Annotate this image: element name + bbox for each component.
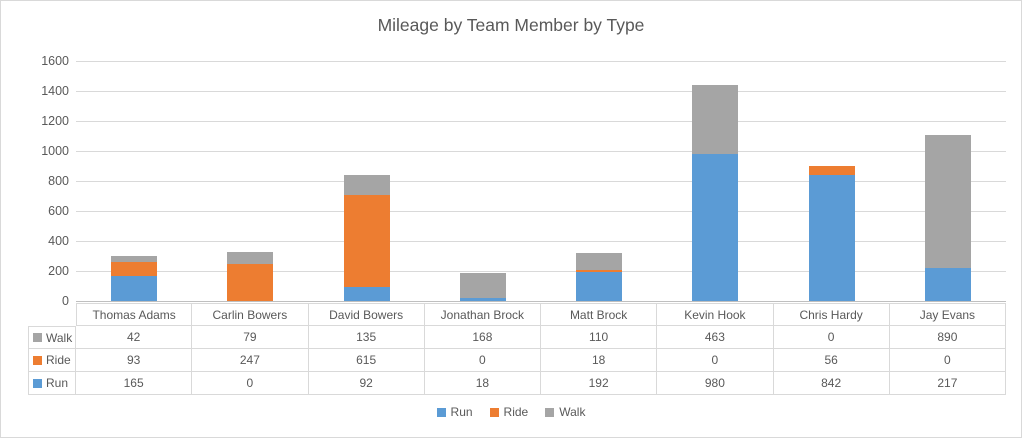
gridline — [76, 241, 1006, 242]
y-tick-label: 400 — [48, 234, 69, 248]
walk-legend-swatch-icon — [545, 407, 555, 417]
table-value-ride-david-bowers: 615 — [308, 349, 425, 372]
table-value-ride-matt-brock: 18 — [541, 349, 658, 372]
bar-segment-ride-carlin-bowers[interactable] — [227, 263, 274, 301]
gridline — [76, 121, 1006, 122]
y-tick-label: 600 — [48, 204, 69, 218]
table-value-run-carlin-bowers: 0 — [192, 372, 309, 395]
bar-segment-walk-jonathan-brock[interactable] — [459, 273, 506, 299]
legend-label: Ride — [503, 405, 529, 419]
table-value-walk-jay-evans: 890 — [889, 326, 1006, 349]
series-row-label: Walk — [46, 330, 73, 345]
category-label-thomas-adams: Thomas Adams — [76, 303, 193, 326]
legend-item-run[interactable]: Run — [436, 405, 473, 419]
legend-item-ride[interactable]: Ride — [489, 405, 529, 419]
category-label-chris-hardy: Chris Hardy — [773, 303, 890, 326]
bar-segment-run-jay-evans[interactable] — [924, 268, 971, 301]
bar-segment-run-thomas-adams[interactable] — [111, 276, 158, 301]
table-value-ride-kevin-hook: 0 — [657, 349, 774, 372]
bar-segment-walk-carlin-bowers[interactable] — [227, 252, 274, 264]
y-tick-label: 0 — [62, 294, 69, 308]
bar-segment-ride-matt-brock[interactable] — [576, 269, 623, 273]
table-corner-cell — [28, 303, 76, 326]
series-row-label: Ride — [46, 353, 71, 367]
ride-series-swatch-icon — [33, 355, 42, 365]
gridline — [76, 91, 1006, 92]
series-row-label: Run — [46, 376, 69, 390]
category-label-kevin-hook: Kevin Hook — [657, 303, 774, 326]
bar-segment-run-kevin-hook[interactable] — [692, 154, 739, 301]
table-value-ride-chris-hardy: 56 — [773, 349, 890, 372]
table-value-run-david-bowers: 92 — [308, 372, 425, 395]
table-key-cell-ride: Ride — [28, 349, 76, 372]
bar-segment-walk-kevin-hook[interactable] — [692, 84, 739, 154]
gridline — [76, 181, 1006, 182]
table-value-ride-carlin-bowers: 247 — [192, 349, 309, 372]
table-value-ride-jay-evans: 0 — [889, 349, 1006, 372]
y-tick-label: 1200 — [41, 114, 69, 128]
table-value-walk-matt-brock: 110 — [541, 326, 658, 349]
table-value-walk-kevin-hook: 463 — [657, 326, 774, 349]
bar-segment-ride-david-bowers[interactable] — [343, 194, 390, 288]
gridline — [76, 271, 1006, 272]
bar-segment-walk-david-bowers[interactable] — [343, 174, 390, 195]
table-key-cell-walk: Walk — [28, 326, 76, 349]
y-tick-label: 1600 — [41, 54, 69, 68]
table-value-walk-chris-hardy: 0 — [773, 326, 890, 349]
gridline — [76, 61, 1006, 62]
bar-segment-run-matt-brock[interactable] — [576, 272, 623, 301]
ride-legend-swatch-icon — [489, 407, 499, 417]
legend-item-walk[interactable]: Walk — [545, 405, 585, 419]
bar-segment-run-jonathan-brock[interactable] — [459, 298, 506, 301]
bar-segment-run-david-bowers[interactable] — [343, 287, 390, 301]
table-value-walk-thomas-adams: 42 — [76, 326, 193, 349]
legend-label: Run — [450, 405, 473, 419]
run-series-swatch-icon — [33, 378, 42, 388]
walk-series-swatch-icon — [33, 333, 42, 342]
gridline — [76, 211, 1006, 212]
run-legend-swatch-icon — [436, 407, 446, 417]
table-value-run-matt-brock: 192 — [541, 372, 658, 395]
table-value-run-jonathan-brock: 18 — [424, 372, 541, 395]
x-axis-line — [76, 301, 1006, 302]
y-tick-label: 800 — [48, 174, 69, 188]
y-tick-label: 1400 — [41, 84, 69, 98]
bar-segment-walk-jay-evans[interactable] — [924, 134, 971, 269]
table-value-run-kevin-hook: 980 — [657, 372, 774, 395]
bar-segment-ride-thomas-adams[interactable] — [111, 262, 158, 277]
data-table: Thomas Adams Carlin Bowers David Bowers Jon… — [28, 303, 1006, 395]
chart-title: Mileage by Team Member by Type — [377, 15, 645, 35]
table-value-walk-jonathan-brock: 168 — [424, 326, 541, 349]
legend: Run Ride Walk — [1, 404, 1021, 420]
bar-segment-walk-thomas-adams[interactable] — [111, 256, 158, 263]
table-value-run-chris-hardy: 842 — [773, 372, 890, 395]
category-label-david-bowers: David Bowers — [308, 303, 425, 326]
table-key-cell-run: Run — [28, 372, 76, 395]
table-value-walk-david-bowers: 135 — [308, 326, 425, 349]
table-value-ride-thomas-adams: 93 — [76, 349, 193, 372]
category-label-matt-brock: Matt Brock — [541, 303, 658, 326]
table-value-run-thomas-adams: 165 — [76, 372, 193, 395]
bar-segment-ride-chris-hardy[interactable] — [808, 166, 855, 175]
table-value-walk-carlin-bowers: 79 — [192, 326, 309, 349]
category-label-jay-evans: Jay Evans — [889, 303, 1006, 326]
category-label-jonathan-brock: Jonathan Brock — [424, 303, 541, 326]
table-value-run-jay-evans: 217 — [889, 372, 1006, 395]
bar-segment-walk-matt-brock[interactable] — [576, 253, 623, 270]
gridline — [76, 151, 1006, 152]
bar-segment-run-chris-hardy[interactable] — [808, 174, 855, 301]
y-tick-label: 1000 — [41, 144, 69, 158]
y-tick-label: 200 — [48, 264, 69, 278]
table-value-ride-jonathan-brock: 0 — [424, 349, 541, 372]
category-label-carlin-bowers: Carlin Bowers — [192, 303, 309, 326]
legend-label: Walk — [559, 405, 586, 419]
